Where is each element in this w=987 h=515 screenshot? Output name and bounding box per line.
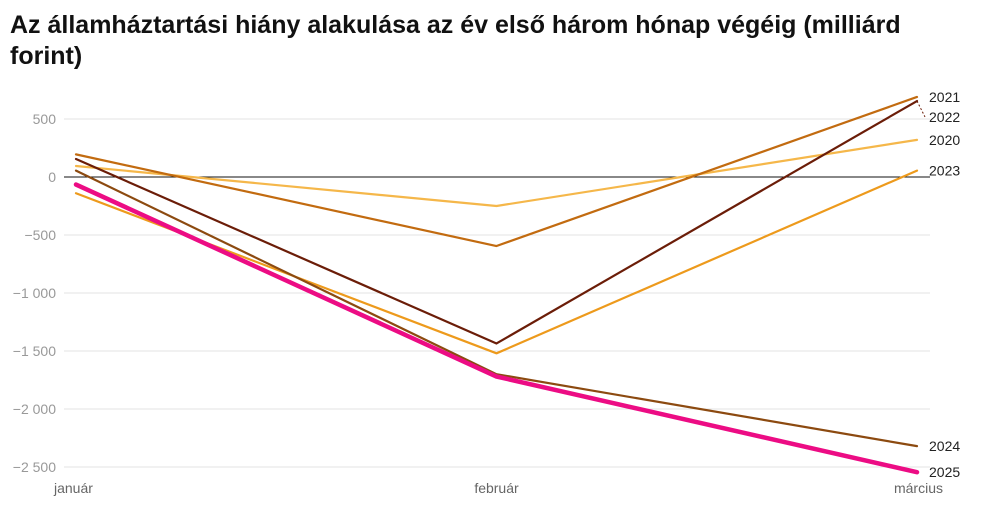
chart-title: Az államháztartási hiány alakulása az év…	[10, 11, 901, 70]
y-tick-label: 0	[48, 169, 56, 185]
series-label-2021: 2021	[929, 89, 960, 105]
y-tick-label: −500	[24, 227, 56, 243]
y-axis-ticks: 500 0 −500 −1 000 −1 500 −2 000 −2 500	[13, 111, 56, 475]
series-line-2022	[74, 99, 919, 345]
label-leader-2022	[916, 100, 926, 118]
series-labels: 2021 2022 2020 2023 2024 2025	[916, 89, 960, 480]
series-label-2022: 2022	[929, 109, 960, 125]
series-label-2024: 2024	[929, 438, 960, 454]
series-label-2020: 2020	[929, 132, 960, 148]
grid-lines	[64, 118, 930, 468]
series-label-2023: 2023	[929, 163, 960, 179]
y-tick-label: 500	[33, 111, 57, 127]
series-line-2020	[74, 138, 919, 208]
series-line-2025	[73, 182, 920, 475]
y-tick-label: −2 500	[13, 459, 56, 475]
series-label-2025: 2025	[929, 464, 960, 480]
y-tick-label: −2 000	[13, 401, 56, 417]
y-tick-label: −1 000	[13, 285, 56, 301]
x-axis-ticks: január február március	[53, 480, 943, 496]
series-line-2023	[74, 169, 919, 355]
series-line-2024	[74, 169, 919, 448]
x-tick-label: január	[53, 480, 93, 496]
x-tick-label: február	[474, 480, 519, 496]
y-tick-label: −1 500	[13, 343, 56, 359]
series-lines	[73, 95, 920, 475]
x-tick-label: március	[894, 480, 943, 496]
series-line-2021	[74, 95, 919, 248]
